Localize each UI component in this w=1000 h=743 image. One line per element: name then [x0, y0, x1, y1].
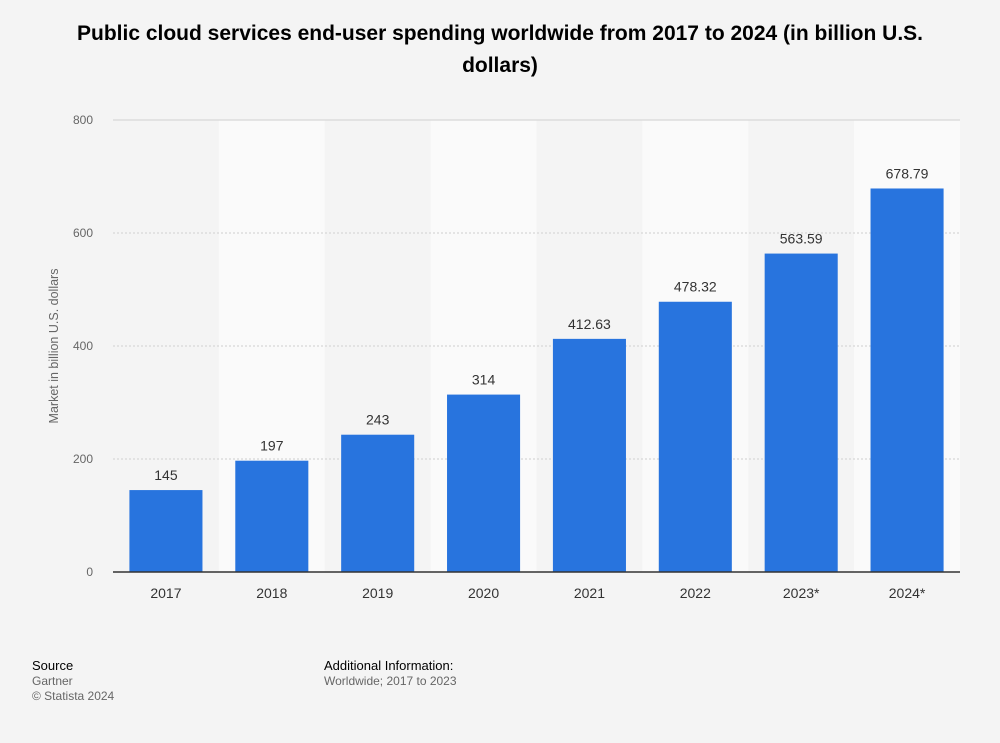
- bar[interactable]: [870, 188, 944, 572]
- bar-value-label: 563.59: [780, 231, 823, 247]
- source-name[interactable]: Gartner: [32, 674, 73, 688]
- bar-value-labels: 145 197 243 314 412.63 478.32 563.59 678.79: [154, 165, 928, 483]
- chart-title: Public cloud services end-user spending …: [76, 22, 924, 77]
- bar[interactable]: [129, 490, 203, 572]
- source-block: Source Gartner © Statista 2024: [32, 658, 114, 704]
- x-tick-label: 2022: [680, 585, 711, 601]
- y-tick-label: 800: [73, 113, 93, 127]
- x-axis-ticks: 2017 2018 2019 2020 2021 2022 2023* 2024*: [150, 585, 926, 601]
- x-tick-label: 2023*: [783, 585, 820, 601]
- bar-value-label: 145: [154, 467, 178, 483]
- bar-value-label: 678.79: [886, 165, 929, 181]
- x-tick-label: 2024*: [889, 585, 926, 601]
- x-tick-label: 2018: [256, 585, 287, 601]
- bar-value-label: 314: [472, 372, 496, 388]
- additional-info-heading: Additional Information:: [324, 658, 454, 673]
- bar[interactable]: [235, 460, 309, 572]
- x-tick-label: 2019: [362, 585, 393, 601]
- additional-info-text: Worldwide; 2017 to 2023: [324, 674, 457, 688]
- bar-chart: 0 200 400 600 800 145 197 243 314 412.63 478.32 56…: [47, 113, 960, 601]
- bar[interactable]: [552, 338, 626, 572]
- y-tick-label: 600: [73, 226, 93, 240]
- bar[interactable]: [764, 253, 838, 572]
- x-tick-label: 2021: [574, 585, 605, 601]
- bar-value-label: 243: [366, 412, 390, 428]
- x-tick-label: 2020: [468, 585, 499, 601]
- bar-value-label: 197: [260, 438, 284, 454]
- bar[interactable]: [341, 434, 415, 572]
- bar-value-label: 412.63: [568, 316, 611, 332]
- additional-info-block: Additional Information: Worldwide; 2017 …: [324, 658, 457, 689]
- y-axis-label: Market in billion U.S. dollars: [47, 269, 61, 424]
- bar[interactable]: [658, 301, 732, 572]
- y-tick-label: 400: [73, 339, 93, 353]
- copyright: © Statista 2024: [32, 689, 115, 703]
- x-tick-label: 2017: [150, 585, 181, 601]
- y-tick-label: 200: [73, 452, 93, 466]
- source-heading: Source: [32, 658, 74, 673]
- y-axis-ticks: 0 200 400 600 800: [73, 113, 93, 579]
- bars: [129, 188, 944, 572]
- y-tick-label: 0: [86, 565, 93, 579]
- bar-value-label: 478.32: [674, 279, 717, 295]
- bar[interactable]: [447, 394, 521, 572]
